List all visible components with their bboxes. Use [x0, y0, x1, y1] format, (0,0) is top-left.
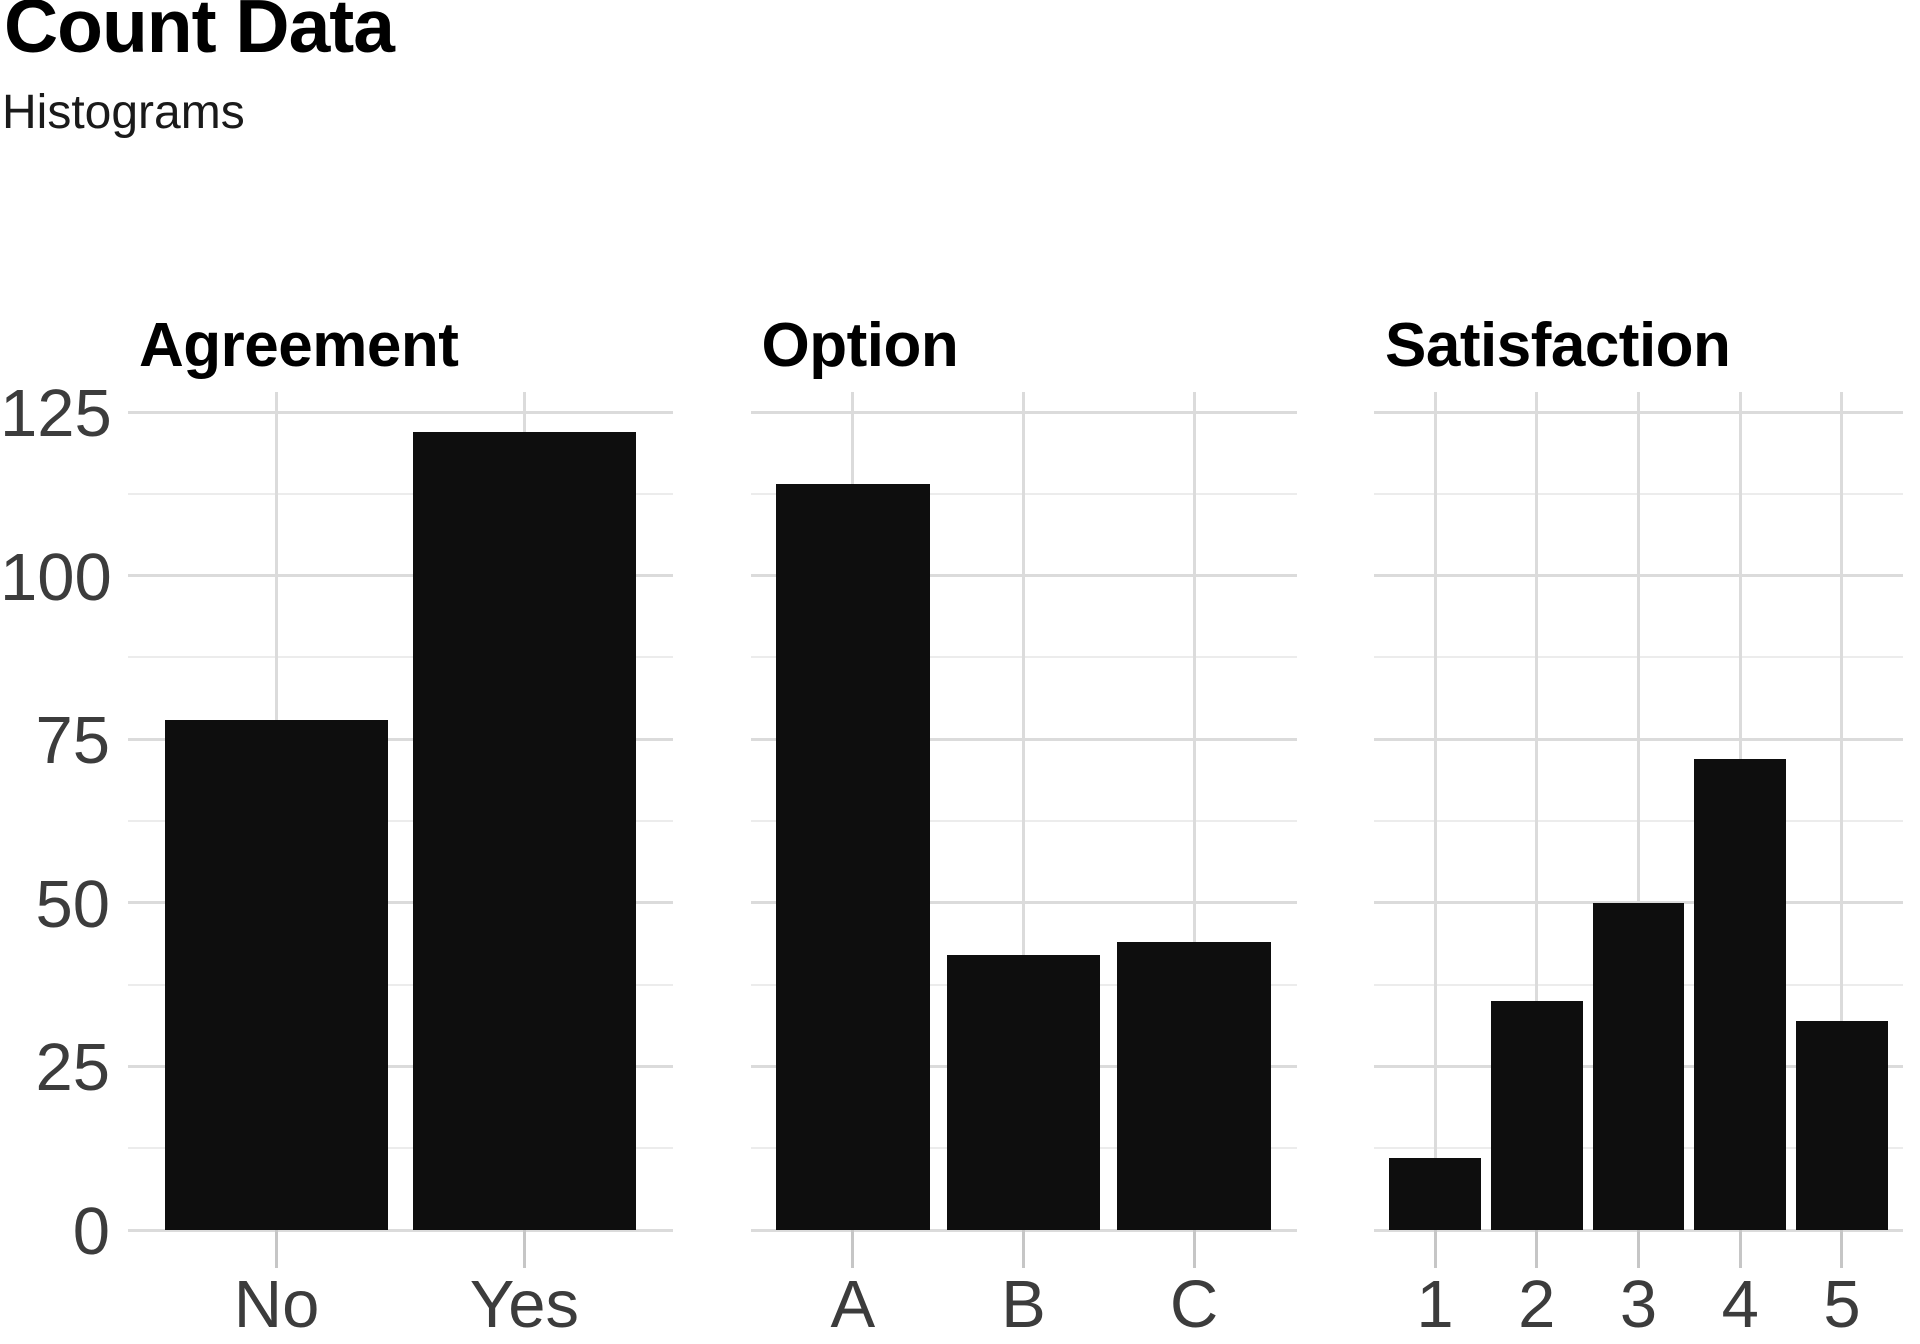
gridline-minor-h [128, 492, 673, 495]
bar-2 [1490, 1000, 1583, 1230]
bar-4 [1694, 758, 1786, 1230]
bar-b [946, 955, 1101, 1230]
x-tick-label: B [1001, 1267, 1046, 1342]
main-title: Count Data [4, 0, 395, 68]
x-axis-tick [851, 1230, 855, 1268]
x-tick-label: 2 [1518, 1267, 1556, 1342]
gridline-major-h [128, 574, 673, 578]
bar-c [1117, 942, 1271, 1230]
y-tick-label: 0 [72, 1194, 110, 1269]
gridline-v [1535, 392, 1539, 1230]
gridline-v [1433, 392, 1437, 1230]
bar-a [776, 483, 930, 1230]
gridline-minor-h [128, 983, 673, 986]
y-tick-label: 100 [0, 539, 112, 615]
panel-title: Option [761, 311, 959, 380]
bar-3 [1592, 902, 1685, 1230]
y-tick-label: 125 [0, 376, 112, 451]
gridline-v [1022, 392, 1025, 1230]
x-tick-label: No [233, 1267, 320, 1342]
gridline-minor-h [128, 820, 673, 822]
panel-title: Agreement [139, 311, 459, 380]
x-axis-tick [1738, 1230, 1742, 1268]
x-tick-label: 3 [1619, 1267, 1658, 1342]
gridline-major-h [128, 1228, 673, 1232]
gridline-major-h [128, 901, 673, 905]
x-axis-tick [1022, 1230, 1025, 1268]
panel-title: Satisfaction [1385, 311, 1731, 380]
x-tick-label: A [830, 1267, 876, 1342]
x-axis-tick [1535, 1230, 1539, 1268]
x-axis-tick [1433, 1230, 1437, 1268]
x-axis-tick [1840, 1230, 1844, 1268]
gridline-v [1637, 392, 1640, 1230]
bar-no [165, 719, 389, 1230]
x-tick-label: C [1169, 1267, 1219, 1342]
x-axis-tick [1192, 1230, 1196, 1268]
x-axis-tick [1637, 1230, 1640, 1268]
bar-1 [1389, 1158, 1481, 1230]
bar-5 [1796, 1020, 1888, 1230]
gridline-v [1192, 392, 1196, 1230]
x-tick-label: Yes [469, 1267, 580, 1342]
gridline-major-h [128, 410, 673, 414]
y-tick-label: 25 [35, 1030, 110, 1106]
gridline-major-h [128, 1064, 673, 1068]
subtitle: Histograms [2, 86, 245, 139]
y-tick-label: 75 [35, 703, 110, 779]
x-axis-tick [522, 1230, 526, 1268]
gridline-minor-h [128, 656, 673, 659]
gridline-minor-h [128, 1147, 673, 1150]
y-tick-label: 50 [35, 866, 110, 942]
gridline-major-h [128, 737, 673, 741]
x-axis-tick [275, 1230, 279, 1268]
gridline-v [1840, 392, 1844, 1230]
x-tick-label: 4 [1721, 1267, 1759, 1342]
x-tick-label: 5 [1823, 1267, 1861, 1342]
bar-yes [412, 431, 636, 1230]
x-tick-label: 1 [1416, 1267, 1454, 1342]
